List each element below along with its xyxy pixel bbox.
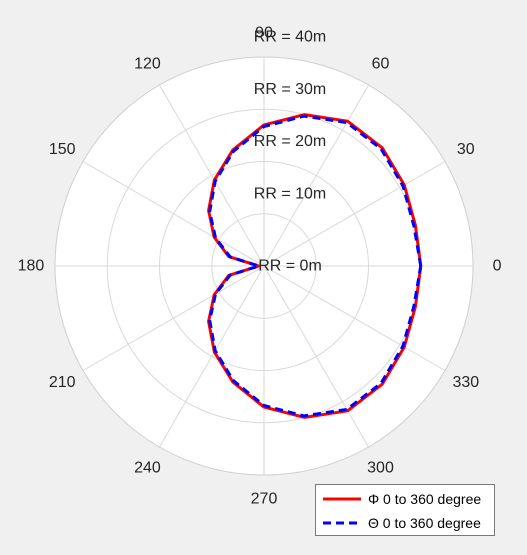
radius-labels: RR = 0m RR = 10m RR = 20m RR = 30m RR = 40m [254,29,326,275]
angle-tick-label-210: 210 [49,374,76,391]
polar-grid [54,56,474,476]
legend-item-phi: Φ 0 to 360 degree [316,488,494,510]
angle-tick-label-30: 30 [457,141,475,158]
angle-tick-label-300: 300 [367,459,394,476]
legend-swatch-theta [323,521,361,525]
polar-outer-ring [54,56,474,476]
angle-tick-label-150: 150 [49,141,76,158]
angle-tick-label-0: 0 [493,258,502,275]
angle-tick-label-240: 240 [134,459,161,476]
legend-swatch-phi [323,497,361,501]
radius-label-0: RR = 0m [258,258,322,275]
series-line-0 [207,113,423,419]
angle-tick-label-90: 90 [255,24,273,41]
angle-tick-label-120: 120 [134,56,161,73]
angle-tick-label-180: 180 [18,258,45,275]
legend-item-theta: Θ 0 to 360 degree [316,512,494,534]
angle-tick-label-270: 270 [251,491,278,508]
radius-label-3: RR = 30m [254,81,326,98]
angle-tick-label-60: 60 [372,56,390,73]
radius-gridline-20 [159,161,369,371]
legend-label-phi: Φ 0 to 360 degree [368,491,482,507]
angle-tick-labels: 0 30 60 90 120 150 180 210 240 270 300 330 [18,24,502,507]
angle-tick-label-330: 330 [452,374,479,391]
radius-label-1: RR = 10m [254,185,326,202]
legend: Φ 0 to 360 degree Θ 0 to 360 degree [315,484,495,536]
radius-gridline-10 [211,213,317,319]
radius-label-4: RR = 40m [254,29,326,46]
series-lines [207,113,423,419]
radius-label-2: RR = 20m [254,133,326,150]
legend-label-theta: Θ 0 to 360 degree [368,515,481,531]
